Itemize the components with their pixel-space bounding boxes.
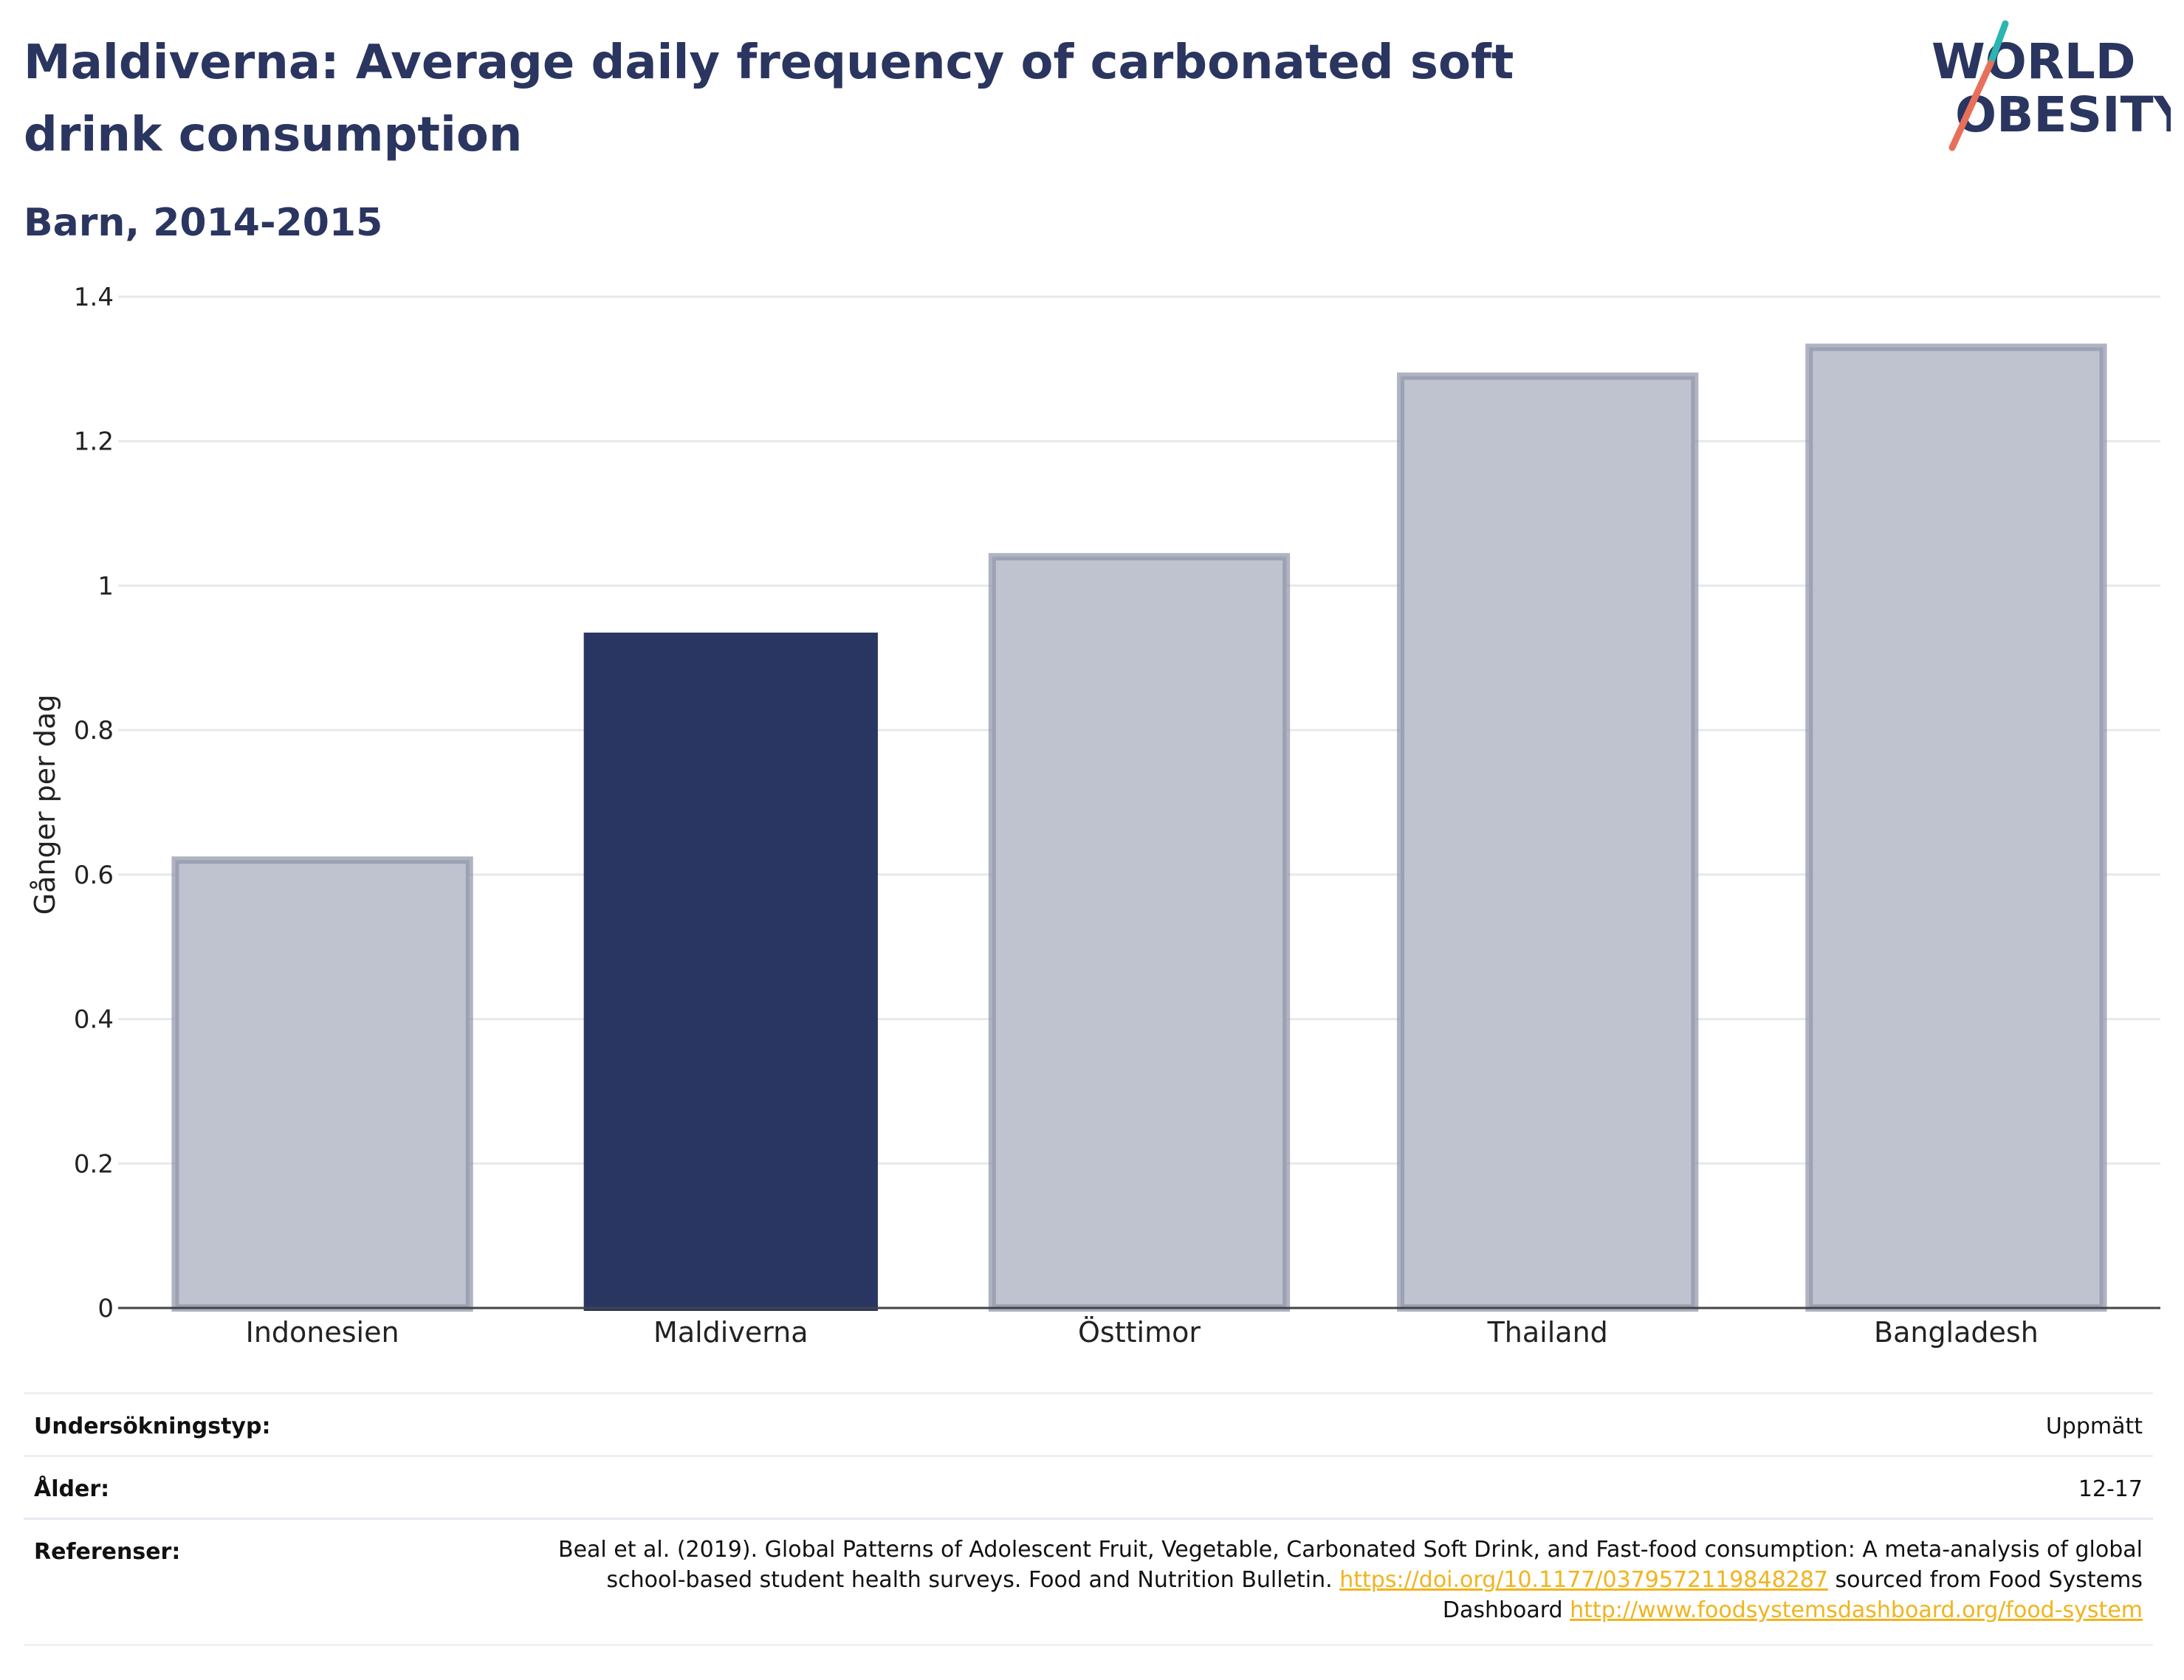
survey-type-value: Uppmätt — [2045, 1414, 2143, 1439]
bar-thailand — [1397, 372, 1699, 1312]
y-tick-label: 0.2 — [74, 1149, 114, 1179]
axes: 0 0.2 0.4 0.6 0.8 1 1.2 1.4 Indonesien Maldiverna… — [74, 283, 2160, 1349]
logo-line-2: OBESITY — [1955, 86, 2171, 143]
chart-title: Maldiverna: Average daily frequency of c… — [24, 35, 1514, 162]
x-tick-label: Östtimor — [1078, 1316, 1201, 1349]
x-tick-label: Indonesien — [246, 1316, 399, 1349]
y-tick-label: 1 — [97, 571, 114, 601]
chart-subtitle: Barn, 2014-2015 — [24, 201, 383, 245]
age-row: Ålder: 12-17 — [24, 1455, 2153, 1518]
logo-teal-slash — [1987, 20, 2009, 67]
metadata-table: Undersökningstyp: Uppmätt Ålder: 12-17 R… — [24, 1392, 2153, 1646]
age-value: 12-17 — [2078, 1476, 2143, 1502]
y-tick-label: 0 — [97, 1294, 114, 1323]
references-label: Referenser: — [34, 1539, 181, 1565]
x-tick-label: Thailand — [1487, 1316, 1608, 1349]
bar-maldiverna — [583, 633, 878, 1311]
doi-link[interactable]: https://doi.org/10.1177/0379572119848287 — [1339, 1567, 1828, 1593]
survey-type-label: Undersökningstyp: — [34, 1414, 271, 1439]
survey-type-row: Undersökningstyp: Uppmätt — [24, 1392, 2153, 1455]
y-tick-label: 0.4 — [74, 1005, 114, 1035]
bar-bangladesh — [1805, 343, 2107, 1312]
references-row: Referenser: Beal et al. (2019). Global P… — [24, 1518, 2153, 1646]
references-value: Beal et al. (2019). Global Patterns of A… — [518, 1535, 2143, 1625]
bar-chart: 0 0.2 0.4 0.6 0.8 1 1.2 1.4 Indonesien Maldiverna… — [29, 283, 2160, 1349]
y-tick-label: 0.8 — [74, 716, 114, 746]
logo-coral-slash — [1948, 60, 1994, 151]
y-tick-label: 1.4 — [74, 283, 114, 312]
food-systems-link[interactable]: http://www.foodsystemsdashboard.org/food… — [1570, 1597, 2143, 1623]
logo-line-1: WORLD — [1931, 33, 2136, 90]
x-tick-label: Bangladesh — [1874, 1316, 2039, 1349]
x-tick-label: Maldiverna — [653, 1316, 808, 1349]
bars — [171, 343, 2107, 1312]
reference-text-2: sourced from Food Systems Dashboard — [1442, 1567, 2143, 1623]
y-tick-label: 0.6 — [74, 861, 114, 890]
y-tick-label: 1.2 — [74, 427, 114, 457]
bar-indonesien — [171, 856, 473, 1312]
y-axis-label: Gånger per dag — [29, 695, 61, 915]
world-obesity-logo: WORLD OBESITY — [1931, 20, 2171, 151]
reference-text-1: Beal et al. (2019). Global Patterns of A… — [557, 1537, 2143, 1593]
bar-östtimor — [988, 553, 1291, 1312]
age-label: Ålder: — [34, 1476, 110, 1502]
